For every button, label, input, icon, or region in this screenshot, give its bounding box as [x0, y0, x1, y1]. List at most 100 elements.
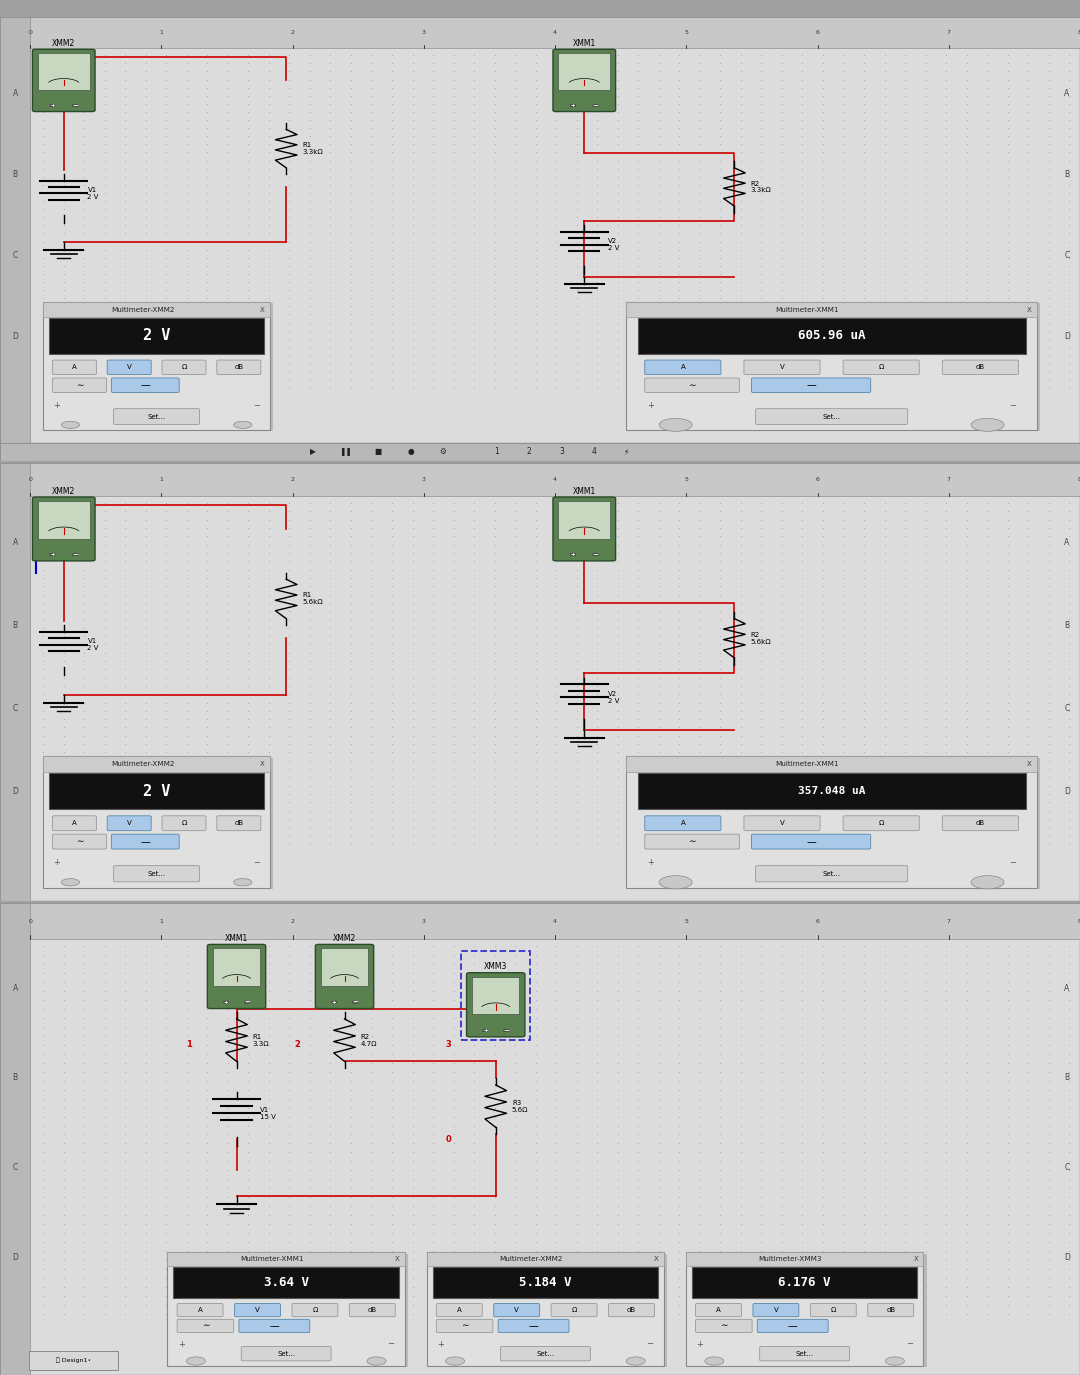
Point [630, 492, 647, 514]
Text: 7: 7 [947, 918, 950, 924]
Point [219, 360, 237, 382]
Point [609, 352, 626, 374]
Point [917, 190, 934, 212]
Point [301, 279, 319, 301]
Point [1040, 1097, 1057, 1119]
Point [96, 634, 113, 656]
Point [424, 1276, 442, 1298]
Point [383, 1123, 401, 1145]
Point [342, 287, 360, 309]
Point [589, 94, 606, 116]
Point [322, 716, 339, 738]
Point [855, 600, 873, 622]
Point [1040, 525, 1057, 547]
Point [609, 271, 626, 293]
Point [1040, 634, 1057, 656]
Point [178, 1141, 195, 1163]
Point [568, 1240, 585, 1262]
Point [609, 833, 626, 855]
Point [363, 741, 380, 763]
Point [117, 1302, 134, 1324]
Point [35, 214, 52, 236]
Point [732, 492, 750, 514]
Point [55, 980, 72, 1002]
Point [55, 825, 72, 847]
Point [178, 1042, 195, 1064]
Point [548, 935, 565, 957]
Point [35, 617, 52, 639]
Point [548, 700, 565, 722]
Point [753, 998, 770, 1020]
Point [363, 1106, 380, 1127]
Point [999, 1204, 1016, 1226]
Point [937, 998, 955, 1020]
Point [568, 1222, 585, 1244]
Point [978, 667, 996, 689]
Point [486, 100, 503, 122]
Text: B: B [13, 620, 17, 630]
Point [178, 492, 195, 514]
Point [96, 575, 113, 597]
Point [445, 953, 462, 975]
Point [1020, 150, 1037, 172]
Point [1020, 263, 1037, 285]
Point [835, 246, 852, 268]
Point [691, 190, 708, 212]
Point [732, 509, 750, 531]
Point [178, 626, 195, 648]
Point [486, 287, 503, 309]
Point [219, 774, 237, 796]
FancyBboxPatch shape [46, 758, 273, 888]
Point [773, 808, 791, 830]
Point [96, 223, 113, 245]
Point [691, 953, 708, 975]
Point [219, 675, 237, 697]
Point [835, 85, 852, 107]
Point [937, 239, 955, 261]
Point [732, 749, 750, 771]
Point [281, 566, 298, 588]
Point [1061, 1123, 1078, 1145]
Point [137, 774, 154, 796]
Point [96, 989, 113, 1011]
Point [363, 971, 380, 993]
FancyBboxPatch shape [107, 815, 151, 830]
Text: C: C [13, 1163, 17, 1172]
Point [753, 304, 770, 326]
Point [630, 989, 647, 1011]
Point [589, 327, 606, 349]
Point [773, 117, 791, 139]
Point [76, 166, 93, 188]
Point [55, 774, 72, 796]
Point [507, 85, 524, 107]
Point [691, 575, 708, 597]
Point [55, 271, 72, 293]
Point [732, 1177, 750, 1199]
Point [753, 558, 770, 580]
Point [96, 1088, 113, 1110]
Point [117, 509, 134, 531]
Point [281, 279, 298, 301]
Point [732, 566, 750, 588]
Point [589, 69, 606, 91]
Point [650, 591, 667, 613]
Point [76, 1276, 93, 1298]
Point [383, 173, 401, 195]
Point [691, 85, 708, 107]
Point [445, 609, 462, 631]
Point [35, 945, 52, 967]
Point [404, 962, 421, 984]
Point [219, 1187, 237, 1209]
Point [876, 1006, 893, 1028]
Point [260, 312, 278, 334]
Point [507, 962, 524, 984]
Point [322, 117, 339, 139]
Circle shape [233, 421, 252, 429]
Point [219, 94, 237, 116]
Point [96, 1187, 113, 1209]
Point [773, 1016, 791, 1038]
Circle shape [705, 1357, 724, 1365]
Point [240, 1213, 257, 1235]
Point [199, 1078, 216, 1100]
Point [732, 675, 750, 697]
